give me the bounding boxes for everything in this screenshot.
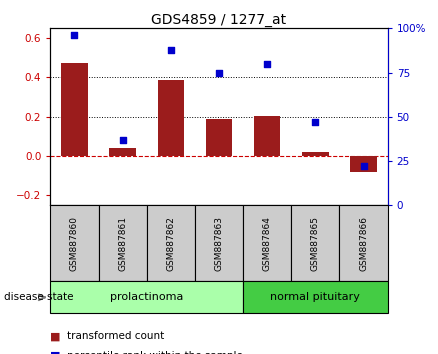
Text: ■: ■ — [50, 331, 61, 341]
Text: percentile rank within the sample: percentile rank within the sample — [67, 351, 243, 354]
Bar — [339, 205, 388, 281]
Text: GSM887860: GSM887860 — [70, 216, 79, 271]
Bar — [243, 281, 388, 313]
Text: disease state: disease state — [4, 292, 74, 302]
Bar — [254, 116, 280, 156]
Bar — [110, 148, 136, 156]
Text: transformed count: transformed count — [67, 331, 164, 341]
Bar — [50, 281, 243, 313]
Text: GSM887865: GSM887865 — [311, 216, 320, 271]
Point — [264, 61, 271, 67]
Bar — [50, 205, 99, 281]
Bar — [302, 152, 328, 156]
Title: GDS4859 / 1277_at: GDS4859 / 1277_at — [152, 13, 286, 27]
Text: GSM887864: GSM887864 — [263, 216, 272, 271]
Point — [215, 70, 223, 75]
Bar — [291, 205, 339, 281]
Bar — [243, 205, 291, 281]
Bar — [350, 156, 377, 172]
Point — [360, 164, 367, 169]
Point — [119, 137, 126, 143]
Bar — [99, 205, 147, 281]
Text: GSM887861: GSM887861 — [118, 216, 127, 271]
Text: ■: ■ — [50, 351, 61, 354]
Text: prolactinoma: prolactinoma — [110, 292, 184, 302]
Bar — [147, 205, 195, 281]
Text: GSM887862: GSM887862 — [166, 216, 175, 271]
Point — [312, 119, 319, 125]
Text: GSM887866: GSM887866 — [359, 216, 368, 271]
Text: GSM887863: GSM887863 — [215, 216, 223, 271]
Bar — [61, 63, 88, 156]
Bar — [206, 119, 232, 156]
Bar — [195, 205, 243, 281]
Bar — [158, 80, 184, 156]
Point — [167, 47, 174, 52]
Point — [71, 33, 78, 38]
Text: normal pituitary: normal pituitary — [270, 292, 360, 302]
